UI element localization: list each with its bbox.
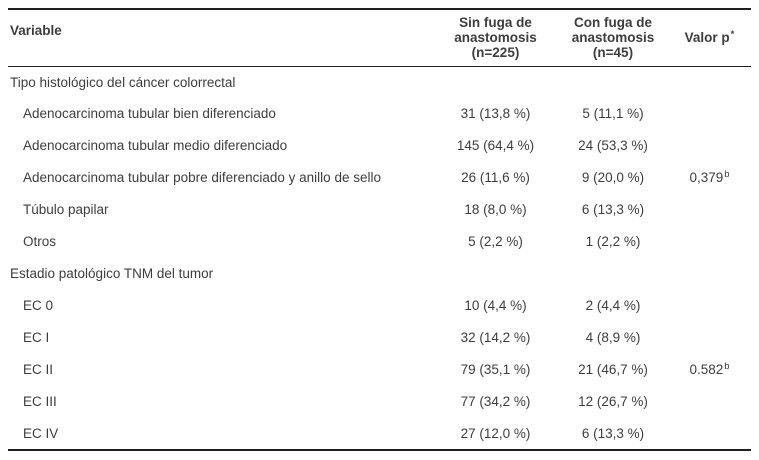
- cell-sin-fuga: 32 (14,2 %): [460, 330, 531, 346]
- column-header-variable: Variable: [10, 23, 62, 38]
- cell-valor-p: 0.582b: [668, 354, 751, 386]
- row-label: Adenocarcinoma tubular bien diferenciado: [23, 106, 276, 122]
- column-header-sin-fuga: Sin fuga de anastomosis (n=225): [454, 15, 537, 61]
- p-value: 0,379: [689, 170, 724, 186]
- cell-sin-fuga: [433, 258, 558, 290]
- section-row-tipo-histologico: Tipo histológico del cáncer colorrectal: [8, 66, 751, 98]
- row-label: Túbulo papilar: [23, 202, 109, 218]
- row-label: EC II: [23, 362, 54, 378]
- section-label: Tipo histológico del cáncer colorrectal: [10, 74, 236, 90]
- row-label: Adenocarcinoma tubular medio diferenciad…: [23, 138, 288, 154]
- results-table-container: Variable Sin fuga de anastomosis (n=225)…: [8, 8, 751, 451]
- cell-valor-p: [668, 290, 751, 322]
- cell-con-fuga: 12 (26,7 %): [578, 394, 648, 410]
- cell-sin-fuga: 31 (13,8 %): [460, 106, 531, 122]
- cell-con-fuga: 4 (8,9 %): [585, 330, 641, 346]
- p-footnote-marker: b: [724, 360, 730, 372]
- cell-con-fuga: 1 (2,2 %): [585, 234, 641, 250]
- cell-valor-p: [668, 194, 751, 226]
- section-row-estadio-tnm: Estadio patológico TNM del tumor: [8, 258, 751, 290]
- row-label: EC III: [23, 394, 57, 410]
- column-header-valor-p: Valor p*: [668, 9, 751, 66]
- results-table: Variable Sin fuga de anastomosis (n=225)…: [8, 8, 751, 451]
- cell-con-fuga: 2 (4,4 %): [585, 298, 641, 314]
- p-footnote-marker: [709, 201, 710, 212]
- cell-con-fuga: 6 (13,3 %): [581, 425, 645, 441]
- row-label: EC I: [23, 330, 50, 346]
- table-row: EC IV 27 (12,0 %) 6 (13,3 %): [8, 418, 751, 450]
- cell-sin-fuga: 26 (11,6 %): [461, 170, 530, 186]
- cell-sin-fuga: 10 (4,4 %): [464, 298, 527, 314]
- column-header-con-fuga: Con fuga de anastomosis (n=45): [571, 15, 655, 61]
- table-row: Otros 5 (2,2 %) 1 (2,2 %): [8, 226, 751, 258]
- row-label: EC 0: [23, 298, 54, 314]
- table-row: EC II 79 (35,1 %) 21 (46,7 %) 0.582b: [8, 354, 751, 386]
- cell-sin-fuga: 77 (34,2 %): [460, 394, 531, 410]
- cell-con-fuga: 21 (46,7 %): [578, 362, 648, 378]
- p-footnote-marker: [709, 233, 710, 244]
- cell-con-fuga: [558, 66, 668, 98]
- cell-valor-p: [668, 322, 751, 354]
- cell-con-fuga: 24 (53,3 %): [578, 138, 648, 154]
- table-body: Tipo histológico del cáncer colorrectal …: [8, 66, 751, 450]
- cell-con-fuga: 9 (20,0 %): [581, 170, 645, 186]
- table-header: Variable Sin fuga de anastomosis (n=225)…: [8, 9, 751, 66]
- table-row: EC III 77 (34,2 %) 12 (26,7 %): [8, 386, 751, 418]
- cell-sin-fuga: 18 (8,0 %): [464, 202, 527, 218]
- cell-valor-p: 0,379b: [668, 162, 751, 194]
- table-row: Adenocarcinoma tubular medio diferenciad…: [8, 130, 751, 162]
- cell-valor-p: [668, 258, 751, 290]
- cell-valor-p: [668, 386, 751, 418]
- cell-sin-fuga: 5 (2,2 %): [468, 234, 523, 250]
- p-footnote-marker: b: [724, 168, 730, 180]
- valor-p-footnote-marker: *: [730, 28, 735, 40]
- p-footnote-marker: [709, 297, 710, 308]
- table-row: EC 0 10 (4,4 %) 2 (4,4 %): [8, 290, 751, 322]
- p-footnote-marker: [709, 329, 710, 340]
- cell-valor-p: [668, 418, 751, 450]
- p-footnote-marker: [709, 73, 710, 84]
- cell-sin-fuga: 27 (12,0 %): [460, 425, 531, 441]
- p-footnote-marker: [709, 265, 710, 276]
- row-label: Otros: [23, 234, 57, 250]
- cell-con-fuga: 6 (13,3 %): [581, 202, 645, 218]
- cell-valor-p: [668, 130, 751, 162]
- table-row: Adenocarcinoma tubular pobre diferenciad…: [8, 162, 751, 194]
- header-row: Variable Sin fuga de anastomosis (n=225)…: [8, 9, 751, 66]
- cell-sin-fuga: [433, 66, 558, 98]
- table-row: EC I 32 (14,2 %) 4 (8,9 %): [8, 322, 751, 354]
- row-label: EC IV: [23, 425, 59, 441]
- section-label: Estadio patológico TNM del tumor: [10, 266, 214, 282]
- cell-con-fuga: 5 (11,1 %): [582, 106, 644, 122]
- cell-sin-fuga: 145 (64,4 %): [456, 138, 535, 154]
- cell-valor-p: [668, 226, 751, 258]
- p-footnote-marker: [709, 137, 710, 148]
- p-footnote-marker: [709, 393, 710, 404]
- row-label: Adenocarcinoma tubular pobre diferenciad…: [23, 170, 381, 186]
- cell-con-fuga: [558, 258, 668, 290]
- table-row: Adenocarcinoma tubular bien diferenciado…: [8, 98, 751, 130]
- table-row: Túbulo papilar 18 (8,0 %) 6 (13,3 %): [8, 194, 751, 226]
- valor-p-label: Valor p: [684, 30, 730, 46]
- p-value: 0.582: [689, 362, 724, 378]
- cell-valor-p: [668, 66, 751, 98]
- cell-sin-fuga: 79 (35,1 %): [460, 362, 531, 378]
- p-footnote-marker: [709, 105, 710, 116]
- p-footnote-marker: [709, 424, 710, 435]
- cell-valor-p: [668, 98, 751, 130]
